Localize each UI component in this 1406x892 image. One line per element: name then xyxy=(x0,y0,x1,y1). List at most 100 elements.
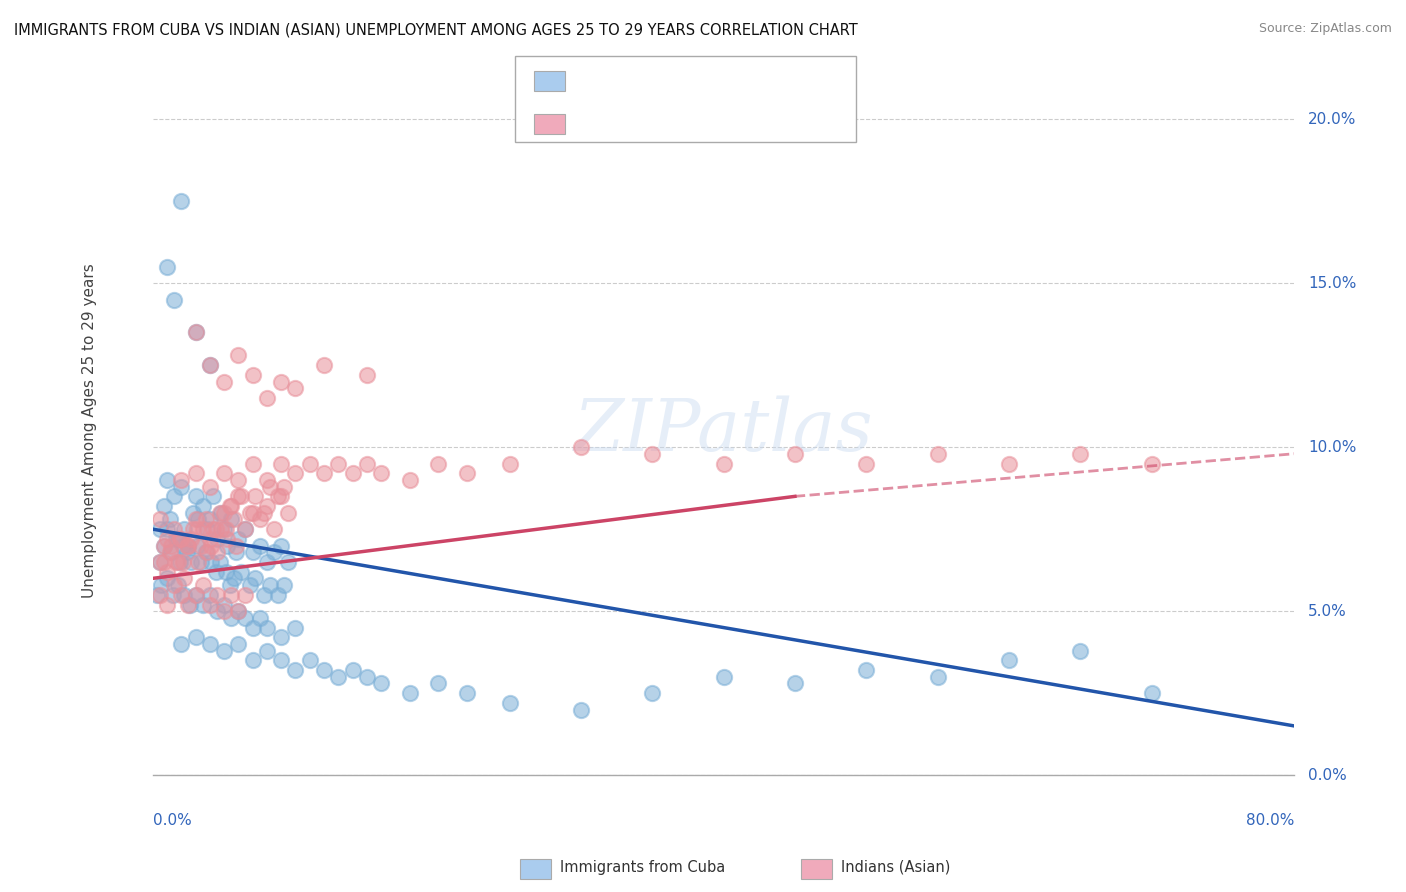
Text: 106: 106 xyxy=(720,115,751,129)
Point xyxy=(284,621,307,635)
Point xyxy=(277,555,299,569)
Point xyxy=(235,522,257,536)
Point xyxy=(167,532,190,546)
Point xyxy=(170,532,193,546)
Point xyxy=(159,512,181,526)
Point xyxy=(328,670,350,684)
Point xyxy=(149,512,172,526)
Point xyxy=(156,522,179,536)
Point xyxy=(173,571,195,585)
Point xyxy=(156,473,179,487)
Point xyxy=(284,381,307,395)
Point xyxy=(713,670,735,684)
Point xyxy=(713,457,735,471)
Point xyxy=(212,522,235,536)
Point xyxy=(167,578,190,592)
Point xyxy=(215,532,238,546)
Point xyxy=(267,489,290,503)
Point xyxy=(219,512,242,526)
Point xyxy=(209,522,232,536)
Point xyxy=(245,571,267,585)
Point xyxy=(256,473,278,487)
Point xyxy=(190,555,212,569)
Point xyxy=(235,522,257,536)
Point xyxy=(198,532,221,546)
Point xyxy=(398,473,420,487)
Text: ZIPatlas: ZIPatlas xyxy=(574,395,873,466)
Text: 15.0%: 15.0% xyxy=(1308,276,1357,291)
Point xyxy=(180,555,202,569)
Point xyxy=(259,578,281,592)
Point xyxy=(156,598,179,612)
Point xyxy=(153,539,176,553)
Point xyxy=(242,545,264,559)
Point xyxy=(153,499,176,513)
Point xyxy=(249,611,271,625)
Point xyxy=(263,545,285,559)
Point xyxy=(267,588,290,602)
Text: Source: ZipAtlas.com: Source: ZipAtlas.com xyxy=(1258,22,1392,36)
Point xyxy=(156,260,179,274)
Point xyxy=(263,522,285,536)
Point xyxy=(270,653,292,667)
Point xyxy=(153,555,176,569)
Point xyxy=(249,539,271,553)
Point xyxy=(204,565,226,579)
Point xyxy=(356,368,378,382)
Point xyxy=(177,598,200,612)
Text: IMMIGRANTS FROM CUBA VS INDIAN (ASIAN) UNEMPLOYMENT AMONG AGES 25 TO 29 YEARS CO: IMMIGRANTS FROM CUBA VS INDIAN (ASIAN) U… xyxy=(14,22,858,37)
Point xyxy=(228,604,250,618)
Point xyxy=(235,588,257,602)
Text: 0.278: 0.278 xyxy=(605,115,651,129)
Point xyxy=(398,686,420,700)
Point xyxy=(259,479,281,493)
Point xyxy=(198,637,221,651)
Point xyxy=(177,539,200,553)
Point xyxy=(427,457,450,471)
Point xyxy=(212,598,235,612)
Point xyxy=(170,637,193,651)
Point xyxy=(641,686,664,700)
Point xyxy=(198,512,221,526)
Point xyxy=(160,545,183,559)
Point xyxy=(156,571,179,585)
Point xyxy=(181,506,204,520)
Point xyxy=(212,643,235,657)
Point xyxy=(231,565,253,579)
Point xyxy=(160,539,183,553)
Text: R =: R = xyxy=(572,115,603,129)
Point xyxy=(205,545,228,559)
Point xyxy=(173,522,195,536)
Point xyxy=(284,467,307,481)
Point xyxy=(180,532,202,546)
Point xyxy=(184,588,207,602)
Point xyxy=(186,522,208,536)
Point xyxy=(228,489,250,503)
Point xyxy=(205,588,228,602)
Point xyxy=(191,578,214,592)
Text: 0.0%: 0.0% xyxy=(1308,768,1347,782)
Point xyxy=(184,467,207,481)
Point xyxy=(356,670,378,684)
Point xyxy=(249,512,271,526)
Point xyxy=(165,532,187,546)
Point xyxy=(153,539,176,553)
Point xyxy=(256,499,278,513)
Point xyxy=(214,522,236,536)
Point xyxy=(228,348,250,362)
Point xyxy=(200,539,222,553)
Point xyxy=(253,506,276,520)
Point xyxy=(184,512,207,526)
Point xyxy=(212,467,235,481)
Point xyxy=(149,588,172,602)
Text: N =: N = xyxy=(668,115,710,129)
Point xyxy=(172,539,194,553)
Point xyxy=(163,578,186,592)
Point xyxy=(224,539,246,553)
Point xyxy=(156,532,179,546)
Point xyxy=(198,598,221,612)
Point xyxy=(194,545,217,559)
Point xyxy=(273,578,295,592)
Point xyxy=(270,375,292,389)
Point xyxy=(569,440,592,454)
